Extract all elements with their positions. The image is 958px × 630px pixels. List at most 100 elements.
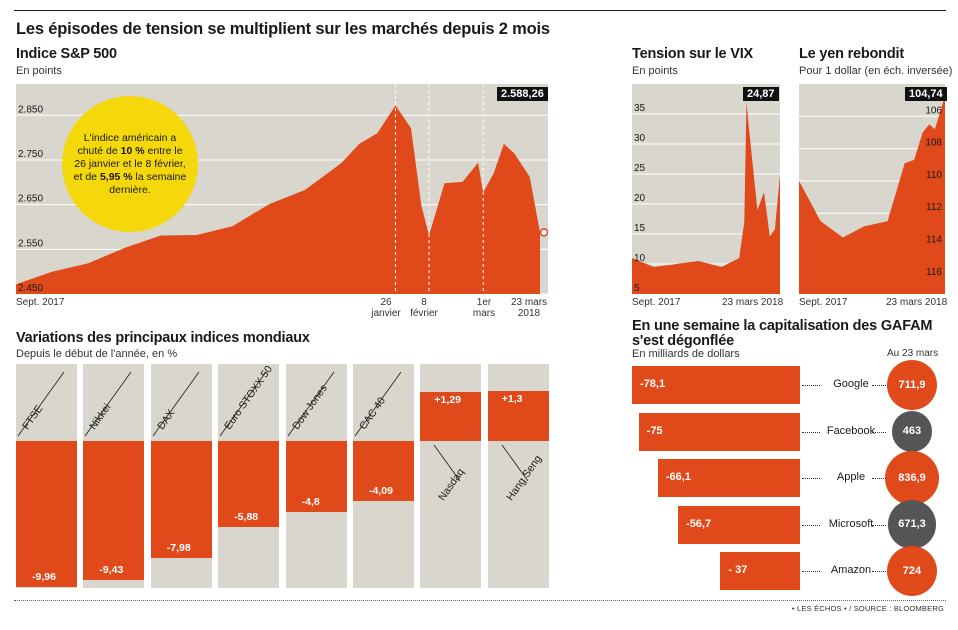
vix-chart: 5 10 15 20 25 30 35 xyxy=(632,84,780,294)
index-label-line xyxy=(152,371,200,437)
note-highlight-2: 5,95 % xyxy=(99,170,133,183)
gafam-company-name: Microsoft xyxy=(828,517,874,530)
note-part-3: la semaine dernière. xyxy=(109,170,187,196)
vix-x-end: 23 mars 2018 xyxy=(722,297,784,308)
main-title: Les épisodes de tension se multiplient s… xyxy=(16,20,550,38)
yen-area xyxy=(799,96,945,294)
index-bar xyxy=(420,391,482,441)
gafam-leader xyxy=(872,524,886,526)
y-tick-label: 25 xyxy=(634,163,646,174)
sp500-last-point xyxy=(539,228,548,237)
index-column: CAC 40 -4,09 xyxy=(353,364,414,588)
indices-title: Variations des principaux indices mondia… xyxy=(16,330,310,346)
y-tick-label: 2.750 xyxy=(18,149,43,160)
gafam-leader xyxy=(802,524,820,526)
y-tick-label: 2.450 xyxy=(18,283,43,294)
gafam-cap-bubble: 463 xyxy=(891,411,933,452)
y-tick-label: 35 xyxy=(634,103,646,114)
gafam-leader xyxy=(872,478,886,479)
index-value-label: -9,96 xyxy=(32,571,56,584)
index-label-line xyxy=(434,444,461,482)
gafam-change-label: -75 xyxy=(646,424,663,437)
gafam-cap-header: Au 23 mars xyxy=(887,348,939,359)
sp500-area xyxy=(16,105,540,294)
gafam-leader xyxy=(802,385,820,386)
yen-x-start: Sept. 2017 xyxy=(799,297,848,308)
gafam-cap-bubble: 724 xyxy=(886,545,938,597)
y-tick-label: 114 xyxy=(926,235,942,246)
y-tick-label: 106 xyxy=(925,105,942,116)
yen-x-end: 23 mars 2018 xyxy=(886,297,948,308)
y-tick-label: 5 xyxy=(634,283,640,294)
sp500-x-label-end: 23 mars 2018 xyxy=(510,297,548,319)
index-column: DAX -7,98 xyxy=(150,364,212,588)
gafam-company-name: Apple xyxy=(836,471,866,483)
vix-x-start: Sept. 2017 xyxy=(632,297,681,308)
footer-rule xyxy=(14,600,946,601)
gafam-company-name: Google xyxy=(833,378,869,390)
gafam-change-label: -78,1 xyxy=(640,378,666,390)
vix-last-value: 24,87 xyxy=(743,87,779,101)
gafam-change-label: - 37 xyxy=(728,564,748,576)
gafam-change-bar xyxy=(632,366,800,404)
index-value-label: -7,98 xyxy=(166,542,191,555)
top-rule xyxy=(14,10,946,11)
index-column: Nikkei -9,43 xyxy=(83,364,145,588)
index-bar xyxy=(218,441,280,528)
index-label-line xyxy=(219,371,267,437)
y-tick-label: 116 xyxy=(926,267,942,278)
sp500-x-start: Sept. 2017 xyxy=(16,297,65,308)
gafam-change-bar xyxy=(657,459,800,497)
index-column: Dow Jones -4,8 xyxy=(285,364,347,588)
indices-subtitle: Depuis le début de l'année, en % xyxy=(16,348,178,360)
index-value-label: -9,43 xyxy=(99,563,124,576)
index-bar xyxy=(16,441,77,588)
y-tick-label: 2.550 xyxy=(18,238,43,249)
y-tick-label: 2.650 xyxy=(18,194,43,205)
gafam-change-bar xyxy=(678,505,800,544)
sp500-x-label-mar: 1er mars xyxy=(472,297,496,319)
index-label-line xyxy=(85,371,132,437)
index-bar xyxy=(285,441,347,512)
index-bar xyxy=(353,441,414,502)
gafam-title-line2: s'est dégonflée xyxy=(632,333,734,349)
gafam-leader xyxy=(872,571,886,572)
index-label-line xyxy=(17,371,65,437)
vix-title: Tension sur le VIX xyxy=(632,46,754,62)
y-tick-label: 20 xyxy=(634,193,646,204)
yen-chart: 106 108 110 112 114 116 xyxy=(799,84,945,294)
note-part-2: entre le 26 janvier et le 8 février, et … xyxy=(73,144,186,183)
index-label-line xyxy=(354,371,402,437)
index-column: Nasdaq +1,29 xyxy=(420,364,482,588)
vix-area xyxy=(632,102,780,294)
index-bar xyxy=(487,391,549,441)
gafam-company-name: Facebook xyxy=(826,424,876,437)
y-tick-label: 15 xyxy=(634,223,646,234)
gafam-title-line1: En une semaine la capitalisation des GAF… xyxy=(632,318,933,334)
gafam-leader xyxy=(872,385,886,386)
gafam-leader xyxy=(802,478,820,479)
sp500-unit: En points xyxy=(16,65,62,77)
gafam-leader xyxy=(802,431,820,433)
gafam-change-label: -56,7 xyxy=(686,517,712,530)
index-bar xyxy=(83,441,145,580)
gafam-unit: En milliards de dollars xyxy=(632,348,740,360)
sp500-x-label-feb: 8 février xyxy=(410,297,438,319)
y-tick-label: 110 xyxy=(926,170,942,181)
gafam-change-label: -66,1 xyxy=(665,471,691,483)
index-label-line xyxy=(501,444,529,482)
index-value-label: +1,29 xyxy=(434,393,461,406)
gafam-leader xyxy=(802,571,820,572)
gafam-company-name: Amazon xyxy=(830,564,872,576)
gafam-cap-bubble: 711,9 xyxy=(887,360,937,410)
index-value-label: -4,8 xyxy=(301,495,320,508)
note-highlight-1: 10 % xyxy=(120,144,145,157)
sp500-title: Indice S&P 500 xyxy=(16,46,117,62)
index-column: Hang Seng +1,3 xyxy=(487,364,549,588)
gafam-cap-bubble: 671,3 xyxy=(887,500,937,549)
index-value-label: +1,3 xyxy=(501,393,523,406)
yen-unit: Pour 1 dollar (en éch. inversée) xyxy=(799,65,953,77)
index-column: Euro STOXX 50 -5,88 xyxy=(218,364,280,588)
sp500-note: L'indice américain a chuté de 10 % entre… xyxy=(71,132,189,197)
index-bar xyxy=(150,441,212,559)
